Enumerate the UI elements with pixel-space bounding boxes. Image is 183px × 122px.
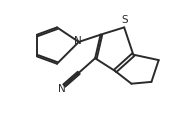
Text: N: N [58, 84, 65, 94]
Text: S: S [122, 15, 128, 25]
Text: N: N [74, 36, 82, 46]
